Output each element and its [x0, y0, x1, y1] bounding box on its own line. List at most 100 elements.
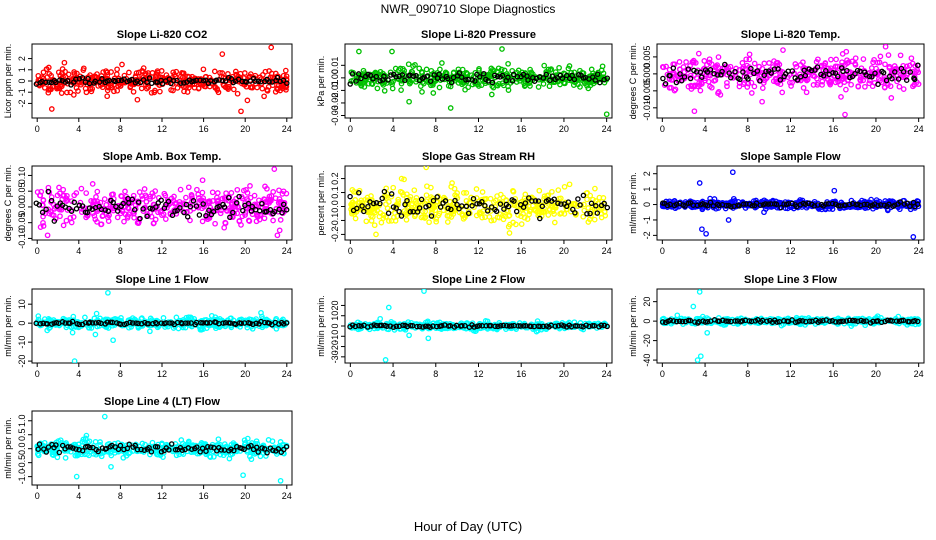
reference-point [174, 207, 180, 214]
data-point [697, 87, 704, 94]
data-point [168, 87, 174, 93]
data-point [815, 56, 821, 63]
data-point [545, 212, 552, 218]
reference-point [68, 82, 74, 88]
reference-point [377, 78, 383, 84]
reference-point [213, 77, 220, 84]
data-point [839, 62, 845, 69]
data-point [183, 84, 189, 91]
data-point [220, 82, 227, 89]
data-point [433, 218, 440, 225]
reference-point [594, 71, 601, 78]
data-point [460, 190, 467, 196]
data-point [436, 84, 443, 91]
x-tick-label: 0 [660, 369, 665, 379]
reference-point [86, 205, 93, 211]
reference-point [863, 318, 869, 324]
reference-point [388, 72, 394, 78]
data-point [561, 80, 568, 87]
data-point [587, 192, 594, 199]
data-point [283, 77, 290, 84]
data-point [715, 90, 721, 97]
data-point [708, 84, 715, 91]
reference-point [660, 75, 666, 82]
reference-point [580, 192, 587, 199]
x-tick-label: 8 [118, 369, 123, 379]
y-axis-label: Licor ppm per min. [3, 44, 13, 119]
panel-title: Slope Li-820 Temp. [741, 29, 840, 41]
data-point [552, 69, 559, 75]
data-point [428, 67, 435, 74]
outlier-point [105, 289, 111, 296]
series-points [347, 166, 611, 238]
reference-point [726, 70, 732, 76]
y-tick-label: 0.00 [17, 198, 27, 216]
data-point [566, 181, 573, 188]
x-tick-label: 16 [828, 246, 838, 256]
y-tick-label: -20 [330, 340, 340, 353]
data-point [797, 62, 804, 68]
data-point [139, 193, 145, 199]
x-tick-label: 20 [559, 124, 569, 134]
data-point [83, 190, 90, 196]
reference-point [73, 206, 80, 212]
reference-point [347, 193, 353, 200]
y-tick-label: 0.1 [330, 186, 340, 199]
reference-point [358, 75, 364, 82]
data-point [64, 192, 70, 199]
data-point [549, 188, 555, 195]
reference-point [266, 79, 272, 85]
x-tick-label: 24 [282, 369, 292, 379]
panel-title: Slope Line 4 (LT) Flow [104, 396, 220, 408]
reference-point [102, 207, 109, 213]
data-point [217, 69, 223, 76]
data-point [706, 56, 713, 63]
reference-point [855, 318, 861, 324]
data-point [521, 80, 527, 87]
data-point [536, 187, 543, 194]
data-point [83, 89, 90, 96]
data-point [875, 76, 882, 83]
reference-point [53, 79, 59, 86]
reference-point [722, 61, 728, 68]
data-point [242, 212, 248, 218]
reference-point [167, 320, 173, 326]
reference-point [676, 318, 683, 325]
data-point [513, 221, 519, 228]
reference-point [459, 323, 465, 329]
reference-point [528, 323, 534, 330]
outlier-point [506, 230, 513, 236]
data-point [413, 194, 420, 201]
reference-point [120, 200, 126, 207]
data-point [98, 221, 104, 228]
data-point [839, 73, 846, 80]
reference-point [537, 323, 543, 330]
data-point [173, 314, 180, 321]
outlier-point [238, 108, 244, 115]
y-tick-label: 0 [17, 78, 27, 83]
data-point [526, 211, 532, 218]
figure-xlabel: Hour of Day (UTC) [414, 519, 522, 534]
data-point [547, 67, 554, 73]
reference-point [697, 69, 704, 75]
reference-point [284, 80, 290, 86]
reference-point [99, 76, 105, 82]
reference-point [378, 322, 385, 329]
reference-point [390, 324, 397, 330]
data-point [912, 63, 919, 69]
reference-point [604, 204, 611, 211]
reference-point [249, 203, 255, 210]
data-point [507, 221, 513, 228]
reference-point [76, 202, 83, 209]
reference-point [280, 201, 287, 208]
y-tick-label: 20 [330, 300, 340, 310]
data-point [518, 221, 525, 227]
reference-point [39, 209, 46, 216]
data-point [505, 87, 512, 93]
data-point [746, 56, 753, 63]
reference-point [806, 318, 813, 324]
x-tick-label: 24 [282, 491, 292, 501]
reference-point [594, 210, 601, 216]
data-point [141, 186, 148, 192]
